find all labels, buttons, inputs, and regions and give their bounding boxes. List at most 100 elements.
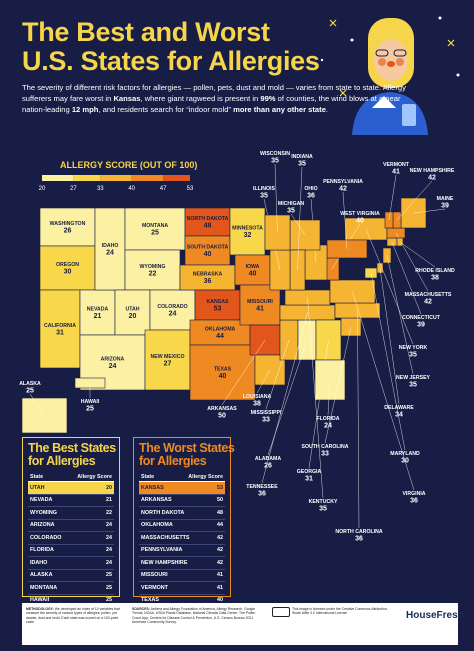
header-cell: Allergy Score	[77, 473, 112, 480]
sparkle	[329, 19, 337, 27]
title: The Best and Worst U.S. States for Aller…	[22, 18, 320, 76]
state-cell: NEW HAMPSHIRE	[141, 559, 188, 566]
state-name: CONNECTICUT	[402, 315, 441, 321]
state-score: 25	[26, 388, 34, 395]
state-name: MONTANA	[142, 223, 168, 229]
leader-line	[297, 166, 303, 271]
state-score: 35	[298, 161, 306, 168]
leader-line	[324, 326, 352, 444]
state-name: MASSACHUSETTS	[405, 292, 452, 298]
state-name: COLORADO	[157, 304, 187, 310]
state	[94, 207, 126, 291]
state-name: SOUTH DAKOTA	[187, 245, 229, 251]
state-name: WYOMING	[140, 264, 166, 270]
state-score: 24	[169, 311, 177, 318]
state-cell: VERMONT	[141, 584, 168, 591]
legend-tick: 47	[160, 186, 167, 192]
score-cell: 50	[217, 497, 223, 504]
state-score: 27	[164, 361, 172, 368]
state-score: 40	[249, 271, 257, 278]
leader-line	[256, 369, 271, 394]
leader-line	[327, 379, 331, 416]
leader-line	[396, 180, 433, 221]
dot	[438, 16, 442, 20]
score-cell: 40	[217, 597, 223, 604]
score-cell: 53	[217, 484, 223, 491]
sparkle	[447, 39, 455, 47]
state-cell: FLORIDA	[30, 547, 54, 554]
table-title-line: for Allergies	[139, 454, 207, 468]
state-cell: MASSACHUSETTS	[141, 534, 190, 541]
sources-text: Asthma and Allergy Foundation of America…	[132, 607, 256, 625]
methodology: METHODOLOGY: We developed an index of 10…	[26, 607, 126, 625]
table-row: COLORADO 24	[28, 532, 114, 545]
leader-line	[391, 241, 422, 315]
state-name: NORTH DAKOTA	[187, 216, 229, 222]
state	[39, 289, 81, 369]
state-cell: COLORADO	[30, 534, 62, 541]
score-cell: 24	[106, 559, 112, 566]
legend-title: ALLERGY SCORE (OUT OF 100)	[60, 160, 197, 170]
state-score: 35	[409, 352, 417, 359]
state-score: 33	[321, 451, 329, 458]
state-name: INDIANA	[291, 154, 313, 160]
leader-line	[388, 174, 397, 221]
state-score: 42	[428, 175, 436, 182]
glasses	[375, 49, 389, 57]
cheek	[396, 58, 404, 66]
state-name: ALABAMA	[255, 456, 281, 462]
legend-swatch	[42, 175, 74, 181]
legend-swatch	[73, 175, 101, 181]
table-row: MASSACHUSETTS 42	[139, 532, 225, 545]
table-row: ARIZONA 24	[28, 520, 114, 532]
table-header: State Allergy Score	[28, 472, 114, 482]
state-score: 31	[305, 476, 313, 483]
table-title-line: for Allergies	[28, 454, 96, 468]
table-row: FLORIDA 24	[28, 545, 114, 557]
table-row: MONTANA 25	[28, 582, 114, 595]
state-name: MINNESOTA	[232, 226, 263, 232]
footer: METHODOLOGY: We developed an index of 10…	[22, 603, 464, 645]
cheek	[378, 58, 386, 66]
state-score: 36	[307, 193, 315, 200]
intro-run: 99%	[260, 94, 276, 104]
state-name: DELAWARE	[384, 405, 414, 411]
glasses	[393, 49, 407, 57]
leader-line	[274, 163, 278, 233]
intro-run: more than any other state	[233, 105, 326, 115]
legend-swatch	[163, 175, 190, 181]
leader-line	[413, 208, 446, 214]
state-score: 35	[409, 382, 417, 389]
score-cell: 22	[106, 509, 112, 516]
table-row: NORTH DAKOTA 48	[139, 507, 225, 520]
dot	[320, 58, 324, 62]
state-score: 36	[410, 498, 418, 505]
state-name: IDAHO	[102, 243, 119, 249]
state	[229, 207, 266, 256]
leader-line	[370, 272, 406, 451]
state-score: 34	[395, 412, 403, 419]
state-name: NEW YORK	[399, 345, 428, 351]
state-score: 40	[356, 218, 364, 225]
pill-bottle	[402, 104, 416, 126]
license: This image is licensed under the Creativ…	[292, 607, 388, 616]
legend: 20 27 33 40 47 53	[39, 175, 194, 192]
state-name: OKLAHOMA	[205, 327, 236, 333]
state-score: 38	[431, 275, 439, 282]
state-name: NORTH CAROLINA	[335, 529, 383, 535]
table-header: State Allergy Score	[139, 472, 225, 482]
state-name: PENNSYLVANIA	[323, 179, 363, 185]
table-row: IDAHO 24	[28, 557, 114, 570]
methodology-text: We developed an index of 10 variables th…	[26, 607, 120, 625]
state-score: 25	[151, 230, 159, 237]
state-name: GEORGIA	[297, 469, 322, 475]
legend-tick: 27	[70, 186, 77, 192]
table-row: KANSAS 53	[139, 482, 225, 495]
score-cell: 42	[217, 534, 223, 541]
state	[239, 284, 281, 326]
state-score: 36	[204, 278, 212, 285]
leader-line	[307, 297, 324, 499]
state-score: 39	[441, 203, 449, 210]
state-score: 35	[287, 208, 295, 215]
